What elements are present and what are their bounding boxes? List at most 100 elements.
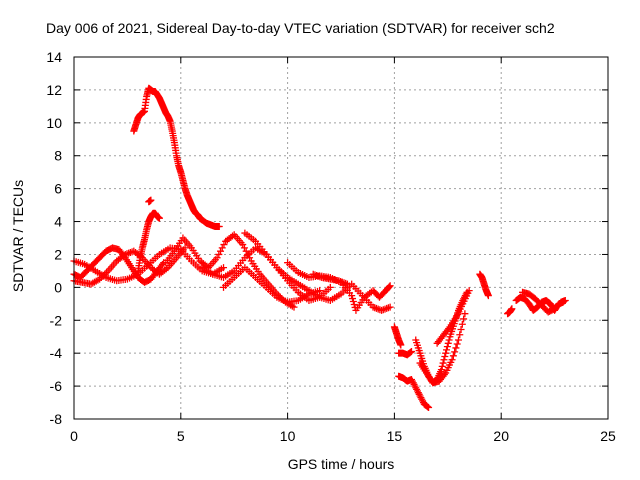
data-point [179, 175, 187, 183]
data-point [324, 296, 332, 304]
series-arc-21 [519, 288, 569, 316]
data-point [281, 297, 289, 305]
data-point [140, 237, 148, 245]
data-point [303, 285, 311, 293]
data-point [303, 273, 311, 281]
data-point [218, 244, 226, 252]
data-point [529, 293, 537, 301]
x-axis-label: GPS time / hours [287, 456, 395, 472]
series-arc-9 [241, 229, 394, 314]
data-point [164, 245, 172, 253]
data-point [99, 250, 107, 258]
data-point [535, 299, 543, 307]
data-point [142, 95, 150, 103]
y-tick-label: -2 [50, 312, 63, 328]
series-arc-4 [70, 244, 189, 288]
data-point [292, 297, 300, 305]
data-point [441, 352, 449, 360]
data-point [451, 315, 459, 323]
data-point [153, 252, 161, 260]
data-point [316, 273, 324, 281]
data-point [449, 352, 457, 360]
x-tick-label: 5 [177, 428, 185, 444]
data-point [126, 262, 134, 270]
series-arc-2b [145, 196, 155, 206]
data-point [415, 347, 423, 355]
data-point [461, 310, 469, 318]
data-point [249, 272, 257, 280]
series-arc-11 [309, 270, 351, 288]
data-point [162, 265, 170, 273]
data-point [443, 343, 451, 351]
data-point [333, 276, 341, 284]
data-point [121, 275, 129, 283]
data-point [140, 108, 148, 116]
data-point [560, 297, 568, 305]
data-point [439, 372, 447, 380]
data-point [464, 289, 472, 297]
data-point [260, 281, 268, 289]
data-point [443, 346, 451, 354]
data-point [169, 249, 177, 257]
data-point [85, 280, 93, 288]
x-tick-label: 10 [280, 428, 296, 444]
data-point [168, 125, 176, 133]
data-point [359, 296, 367, 304]
y-tick-label: 14 [46, 49, 62, 65]
data-point [406, 349, 414, 357]
data-point [214, 222, 222, 230]
data-point [324, 285, 332, 293]
data-point [438, 362, 446, 370]
data-point [424, 403, 432, 411]
data-point [457, 325, 465, 333]
data-point [456, 331, 464, 339]
data-point [106, 245, 114, 253]
data-point [215, 250, 223, 258]
data-point [157, 262, 165, 270]
data-point [437, 334, 445, 342]
y-tick-label: -8 [50, 411, 63, 427]
y-tick-label: 8 [54, 148, 62, 164]
data-point [314, 292, 322, 300]
y-tick-label: 6 [54, 181, 62, 197]
data-point [442, 349, 450, 357]
data-point [423, 402, 431, 410]
data-point [171, 256, 179, 264]
data-point [254, 268, 262, 276]
data-point [217, 273, 225, 281]
data-point [249, 246, 257, 254]
data-layer [70, 84, 569, 411]
data-point [172, 149, 180, 157]
data-point [444, 339, 452, 347]
data-point [217, 247, 225, 255]
data-point [325, 275, 333, 283]
data-point [89, 266, 97, 274]
data-point [460, 315, 468, 323]
x-tick-label: 0 [70, 428, 78, 444]
data-point [443, 326, 451, 334]
data-point [138, 246, 146, 254]
series-arc-18 [476, 270, 492, 300]
data-point [292, 267, 300, 275]
x-tick-label: 25 [600, 428, 616, 444]
y-tick-label: -4 [50, 345, 63, 361]
data-point [186, 242, 194, 250]
data-point [207, 269, 215, 277]
data-point [237, 239, 245, 247]
data-point [292, 279, 300, 287]
data-point [385, 283, 393, 291]
data-point [155, 214, 163, 222]
data-point [453, 340, 461, 348]
data-point [281, 272, 289, 280]
data-point [458, 320, 466, 328]
x-tick-label: 20 [493, 428, 509, 444]
data-point [170, 136, 178, 144]
data-point [80, 270, 88, 278]
data-point [93, 256, 101, 264]
y-tick-label: 0 [54, 279, 62, 295]
data-point [454, 336, 462, 344]
data-point [384, 304, 392, 312]
series-arc-16 [416, 310, 469, 387]
y-tick-label: 10 [46, 115, 62, 131]
